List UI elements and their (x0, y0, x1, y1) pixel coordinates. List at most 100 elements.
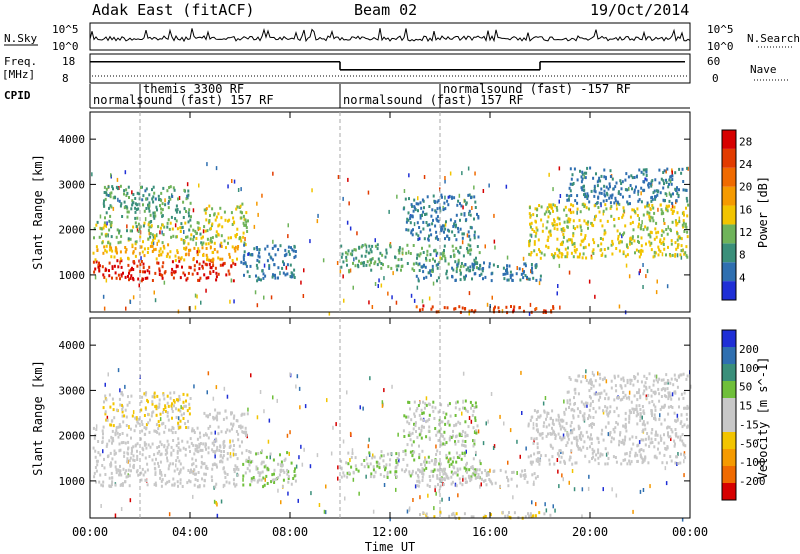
echo-cell (541, 432, 544, 435)
echo-cell (381, 253, 384, 257)
echo-cell (204, 262, 207, 266)
echo-cell (142, 194, 145, 198)
colorbar-tick-label: 15 (739, 400, 752, 413)
echo-cell (185, 426, 188, 429)
echo-cell (647, 393, 650, 397)
echo-cell (370, 258, 373, 262)
echo-cell (679, 438, 682, 442)
echo-cell (141, 446, 144, 450)
echo-cell (595, 214, 597, 218)
echo-cell (478, 475, 481, 479)
scatter-cell (561, 473, 563, 478)
scatter-cell (337, 465, 339, 470)
echo-cell (588, 437, 591, 441)
echo-cell (406, 243, 409, 247)
echo-cell (178, 210, 181, 214)
echo-cell (566, 252, 569, 256)
echo-cell (93, 270, 96, 274)
scatter-cell (277, 488, 279, 493)
echo-cell (640, 244, 643, 248)
echo-cell (207, 426, 210, 430)
scatter-cell (448, 496, 450, 501)
echo-cell (587, 417, 589, 421)
echo-cell (458, 407, 461, 411)
scatter-cell (667, 225, 669, 230)
echo-cell (530, 263, 533, 266)
echo-cell (363, 459, 366, 462)
echo-cell (245, 211, 248, 215)
echo-cell (168, 195, 171, 199)
echo-cell (646, 201, 649, 205)
echo-cell (257, 471, 260, 474)
echo-cell (389, 452, 392, 456)
echo-cell (598, 383, 601, 387)
echo-cell (131, 449, 133, 453)
echo-cell (400, 268, 402, 272)
echo-cell (591, 447, 594, 451)
echo-cell (455, 270, 458, 274)
scatter-cell (410, 293, 413, 298)
echo-cell (667, 397, 670, 401)
echo-cell (179, 409, 182, 413)
echo-cell (225, 246, 227, 250)
echo-cell (421, 424, 424, 428)
echo-cell (131, 266, 133, 270)
echo-cell (436, 215, 439, 219)
nsky-line (89, 27, 691, 43)
echo-cell (613, 376, 616, 380)
echo-cell (432, 194, 435, 198)
echo-cell (572, 414, 575, 418)
scatter-cell (359, 405, 361, 410)
echo-region (415, 304, 555, 315)
scatter-cell (247, 407, 249, 412)
echo-cell (465, 467, 468, 471)
echo-cell (386, 471, 389, 475)
echo-cell (147, 421, 150, 425)
echo-cell (286, 468, 289, 472)
echo-cell (436, 468, 439, 472)
echo-cell (599, 248, 602, 252)
echo-cell (510, 305, 512, 308)
echo-cell (145, 207, 148, 210)
power-ylabel: Slant Range [km] (31, 154, 45, 270)
echo-cell (430, 273, 432, 277)
echo-cell (277, 248, 280, 252)
echo-cell (586, 197, 589, 200)
echo-cell (128, 401, 131, 405)
echo-cell (644, 455, 647, 459)
echo-cell (204, 229, 207, 233)
scatter-cell (587, 486, 590, 491)
echo-cell (622, 390, 625, 394)
echo-cell (444, 237, 446, 241)
echo-cell (473, 406, 476, 409)
echo-cell (127, 440, 130, 444)
echo-cell (125, 205, 128, 209)
scatter-cell (413, 222, 416, 227)
echo-cell (583, 219, 586, 223)
scatter-cell (531, 500, 533, 505)
echo-cell (660, 437, 663, 441)
scatter-cell (129, 463, 131, 468)
echo-cell (139, 263, 142, 267)
echo-cell (535, 307, 538, 310)
echo-cell (140, 245, 143, 249)
echo-cell (94, 455, 97, 459)
echo-cell (550, 206, 553, 210)
echo-cell (539, 256, 542, 260)
echo-cell (125, 475, 128, 479)
echo-cell (583, 404, 586, 408)
echo-cell (637, 189, 640, 193)
echo-cell (552, 429, 555, 433)
echo-cell (143, 441, 146, 445)
echo-cell (196, 272, 199, 276)
echo-cell (577, 424, 580, 428)
echo-cell (466, 461, 468, 465)
echo-cell (649, 182, 652, 186)
echo-cell (545, 226, 548, 230)
echo-cell (142, 473, 145, 477)
echo-cell (184, 447, 187, 451)
scatter-cell (161, 230, 163, 235)
echo-cell (151, 233, 154, 237)
echo-cell (198, 484, 201, 488)
echo-cell (582, 246, 585, 250)
